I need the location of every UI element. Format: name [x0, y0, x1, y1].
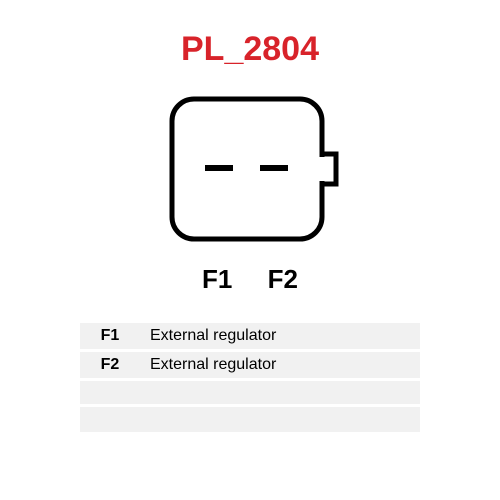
table-cell-pin [80, 380, 140, 406]
table-cell-desc: External regulator [140, 323, 420, 351]
table-row [80, 406, 420, 432]
pin-label-2: F2 [268, 264, 298, 295]
table-row [80, 380, 420, 406]
connector-svg [160, 89, 340, 249]
connector-diagram [160, 89, 340, 249]
table-cell-desc [140, 406, 420, 432]
page: PL_2804 F1 F2 F1 External regulator F2 E… [0, 0, 500, 500]
table-cell-pin: F2 [80, 351, 140, 380]
table-row: F2 External regulator [80, 351, 420, 380]
part-number-title: PL_2804 [0, 30, 500, 69]
pin-slot-1 [205, 165, 233, 171]
pin-labels: F1 F2 [0, 264, 500, 295]
table-row: F1 External regulator [80, 323, 420, 351]
table-cell-pin: F1 [80, 323, 140, 351]
table-cell-pin [80, 406, 140, 432]
pin-slot-2 [260, 165, 288, 171]
pin-description-table: F1 External regulator F2 External regula… [80, 323, 420, 432]
connector-body [172, 99, 322, 239]
table-cell-desc: External regulator [140, 351, 420, 380]
pin-label-1: F1 [202, 264, 232, 295]
table-cell-desc [140, 380, 420, 406]
